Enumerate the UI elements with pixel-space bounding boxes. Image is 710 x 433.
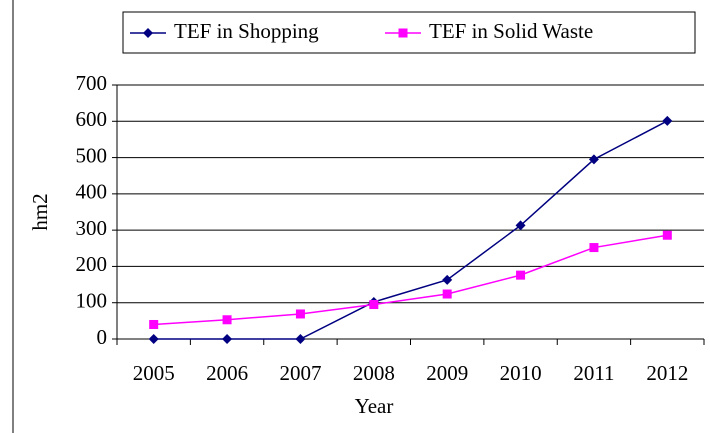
legend-marker (398, 28, 408, 38)
y-axis-label: hm2 (28, 193, 52, 230)
data-point (149, 319, 159, 329)
data-point (515, 220, 526, 231)
data-point (148, 334, 159, 344)
legend-marker (143, 28, 153, 38)
x-tick-label: 2009 (426, 361, 468, 385)
data-point (222, 334, 233, 344)
series-line (153, 234, 668, 326)
x-tick-label: 2005 (133, 361, 175, 385)
y-tick-label: 300 (76, 216, 108, 240)
x-tick-label: 2008 (353, 361, 395, 385)
data-point (295, 309, 305, 319)
legend-label: TEF in Shopping (174, 19, 319, 43)
data-point (516, 270, 526, 280)
x-tick-label: 2012 (646, 361, 688, 385)
x-tick-label: 2007 (279, 361, 321, 385)
data-point (442, 289, 452, 299)
x-tick-label: 2006 (206, 361, 248, 385)
data-point (588, 154, 599, 165)
series-line (153, 120, 668, 340)
x-axis-label: Year (355, 394, 394, 418)
data-point (295, 334, 306, 344)
data-point (442, 274, 453, 285)
y-tick-label: 600 (76, 107, 108, 131)
y-tick-label: 700 (76, 71, 108, 95)
data-point (662, 115, 673, 126)
x-tick-label: 2010 (500, 361, 542, 385)
y-tick-label: 500 (76, 143, 108, 167)
y-tick-label: 400 (76, 180, 108, 204)
data-point (222, 315, 232, 325)
y-tick-label: 0 (97, 325, 108, 349)
data-point (369, 300, 379, 310)
legend-label: TEF in Solid Waste (429, 19, 593, 43)
y-tick-label: 100 (76, 289, 108, 313)
data-point (662, 230, 672, 240)
y-tick-label: 200 (76, 252, 108, 276)
data-point (589, 243, 599, 253)
x-tick-label: 2011 (573, 361, 614, 385)
